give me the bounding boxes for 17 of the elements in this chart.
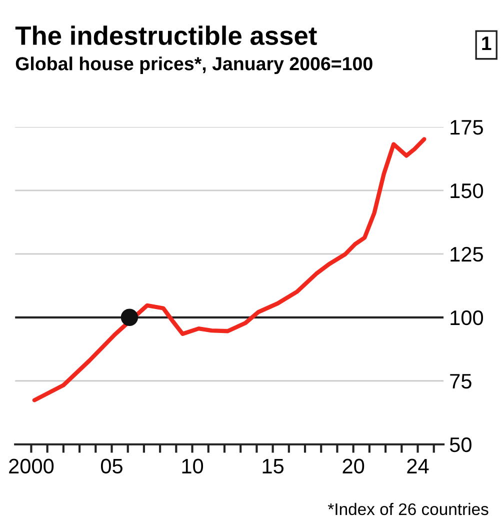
line-series [32,137,426,402]
x-tick-label: 24 [407,458,429,474]
chart-subtitle: Global house prices*, January 2006=100 [16,56,372,74]
y-tick-label: 125 [450,246,483,262]
x-tick-label: 2000 [9,458,54,474]
x-tick-label: 15 [262,459,284,474]
chart-title: The indestructible asset [15,26,317,46]
y-tick-label: 175 [450,120,483,135]
y-tick-label: 75 [450,374,472,389]
x-tick-label: 05 [100,458,122,474]
y-tick-label: 150 [450,183,484,198]
text: 1 [482,36,492,50]
x-tick-label: 20 [342,458,364,474]
text: *Index of 26 countries [328,502,488,516]
x-tick-label: 10 [182,458,204,474]
y-tick-label: 50 [450,437,472,452]
y-tick-label: 100 [450,310,484,326]
